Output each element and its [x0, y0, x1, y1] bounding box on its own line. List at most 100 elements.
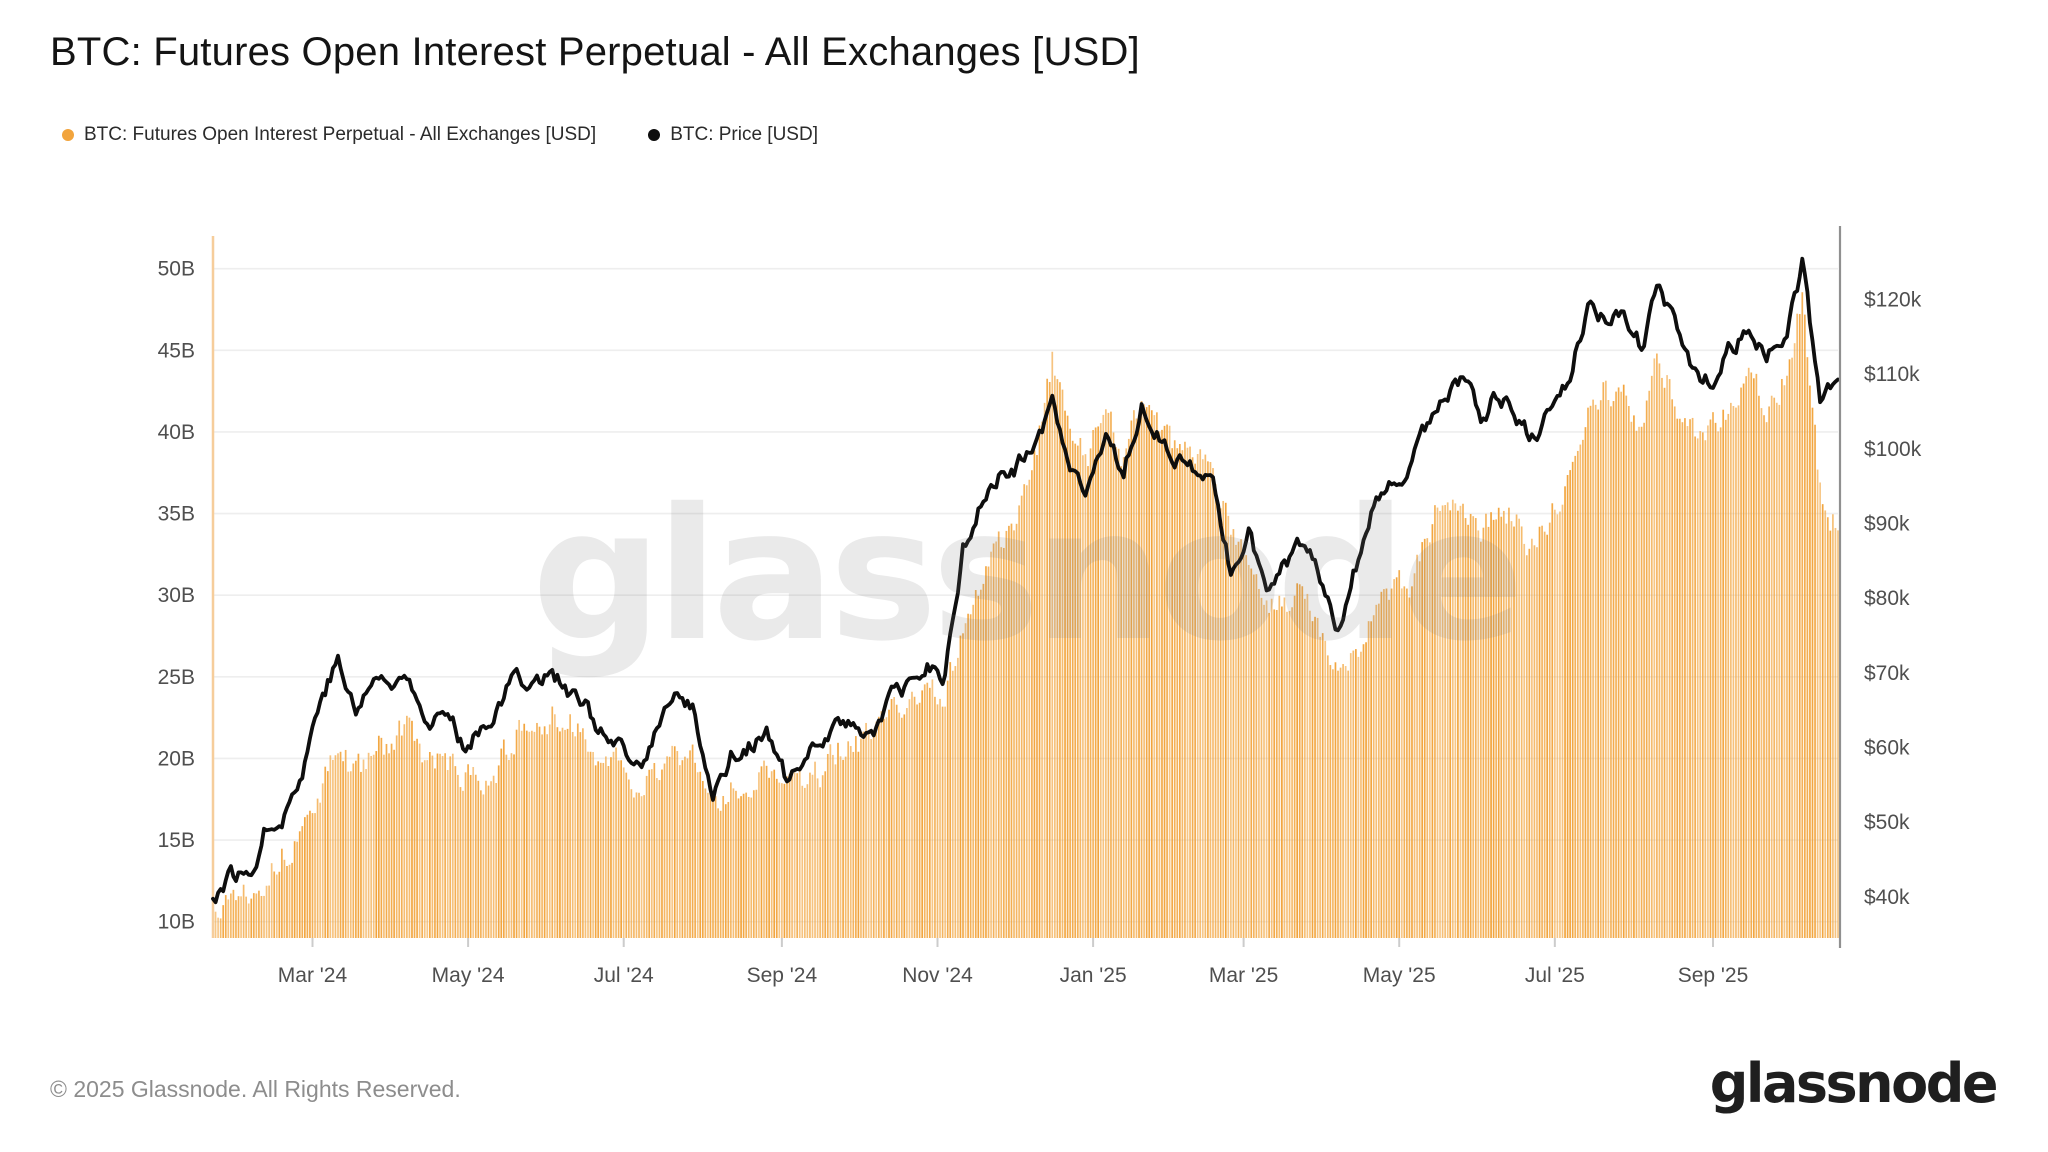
open-interest-bar	[1564, 486, 1566, 938]
open-interest-bar	[1645, 400, 1648, 938]
open-interest-bar	[788, 773, 791, 938]
open-interest-bar	[1036, 455, 1038, 938]
open-interest-bar	[1273, 609, 1276, 938]
open-interest-bar	[1204, 454, 1207, 938]
open-interest-bar	[365, 769, 367, 938]
open-interest-bar	[1571, 461, 1574, 938]
open-interest-bar	[676, 751, 679, 938]
open-interest-bar	[485, 780, 487, 938]
open-interest-bar	[1115, 447, 1117, 938]
open-interest-bar	[1582, 439, 1584, 938]
open-interest-bar	[1520, 526, 1523, 938]
open-interest-bar	[1270, 598, 1273, 938]
open-interest-bar	[1806, 357, 1809, 938]
open-interest-bar	[1082, 455, 1084, 938]
open-interest-bar	[224, 895, 227, 938]
open-interest-bar	[821, 775, 824, 938]
open-interest-bar	[1457, 510, 1459, 938]
open-interest-bar	[1383, 589, 1385, 938]
open-interest-bar	[1668, 379, 1671, 938]
open-interest-bar	[1416, 554, 1418, 938]
open-interest-bar	[888, 709, 890, 938]
open-interest-bar	[1400, 588, 1403, 938]
open-interest-bar	[1434, 505, 1436, 938]
open-interest-bar	[890, 698, 893, 938]
open-interest-bar	[599, 762, 602, 938]
open-interest-bar	[1814, 424, 1816, 939]
open-interest-bar	[699, 771, 702, 938]
open-interest-bar	[556, 727, 559, 938]
open-interest-bar	[1176, 448, 1179, 938]
open-interest-bar	[1158, 431, 1161, 938]
open-interest-bar	[1653, 358, 1656, 938]
open-interest-bar	[1663, 387, 1666, 938]
open-interest-bar	[694, 762, 696, 938]
open-interest-bar	[1143, 404, 1145, 939]
open-interest-bar	[1087, 466, 1089, 938]
open-interest-bar	[865, 722, 867, 938]
legend-item-open-interest[interactable]: BTC: Futures Open Interest Perpetual - A…	[62, 124, 596, 146]
open-interest-bar	[1025, 485, 1028, 938]
open-interest-bar	[428, 752, 431, 938]
open-interest-bar	[421, 762, 424, 938]
open-interest-bar	[1316, 617, 1319, 938]
open-interest-bar	[1161, 429, 1163, 938]
open-interest-bar	[1819, 482, 1821, 938]
open-interest-bar	[1781, 378, 1783, 938]
open-interest-bar	[1133, 410, 1135, 938]
left-axis-tick: 50B	[158, 258, 195, 281]
open-interest-bar	[842, 759, 844, 938]
open-interest-bar	[1156, 412, 1158, 939]
open-interest-bar	[605, 756, 607, 938]
open-interest-bar	[1237, 541, 1240, 938]
open-interest-bar	[469, 774, 472, 938]
legend-item-price[interactable]: BTC: Price [USD]	[648, 124, 818, 146]
open-interest-bar	[798, 770, 801, 938]
open-interest-bar	[1574, 455, 1577, 938]
open-interest-bar	[752, 790, 755, 938]
open-interest-bar	[579, 732, 582, 938]
open-interest-bar	[505, 754, 508, 938]
open-interest-bar	[582, 728, 584, 938]
open-interest-bar	[671, 745, 674, 938]
open-interest-bar	[1377, 603, 1380, 938]
open-interest-bar	[467, 764, 469, 938]
open-interest-bar	[765, 765, 768, 938]
open-interest-bar	[972, 604, 975, 938]
open-interest-bar	[1110, 411, 1112, 938]
open-interest-bar	[1018, 505, 1020, 938]
open-interest-bar	[742, 793, 745, 938]
open-interest-bar	[980, 589, 982, 938]
open-interest-bar	[1717, 431, 1719, 938]
open-interest-bar	[941, 706, 944, 938]
open-interest-bar	[500, 748, 503, 938]
open-interest-bar	[1148, 404, 1151, 939]
open-interest-bar	[1671, 399, 1674, 938]
open-interest-bar	[303, 817, 306, 938]
x-axis-tick: May '24	[432, 964, 505, 987]
open-interest-bar	[1834, 527, 1837, 938]
open-interest-bar	[1178, 444, 1181, 938]
open-interest-bar	[1286, 611, 1288, 938]
open-interest-bar	[273, 871, 276, 938]
open-interest-bar	[852, 751, 855, 938]
open-interest-bar	[352, 763, 355, 938]
open-interest-bar	[931, 679, 934, 938]
open-interest-bar	[638, 792, 640, 938]
x-axis-tick: Nov '24	[902, 964, 973, 987]
open-interest-bar	[1140, 401, 1143, 939]
open-interest-bar	[1406, 588, 1408, 938]
open-interest-bar	[1444, 505, 1446, 938]
open-interest-bar	[538, 726, 541, 938]
open-interest-bar	[1480, 541, 1482, 938]
open-interest-bar	[1811, 407, 1814, 938]
open-interest-bar	[1740, 387, 1742, 938]
open-interest-bar	[423, 760, 426, 938]
open-interest-bar	[1518, 518, 1520, 938]
open-interest-bar	[995, 541, 998, 938]
open-interest-bar	[1439, 510, 1441, 938]
open-interest-bar	[974, 590, 977, 938]
left-axis-tick: 45B	[158, 339, 195, 362]
